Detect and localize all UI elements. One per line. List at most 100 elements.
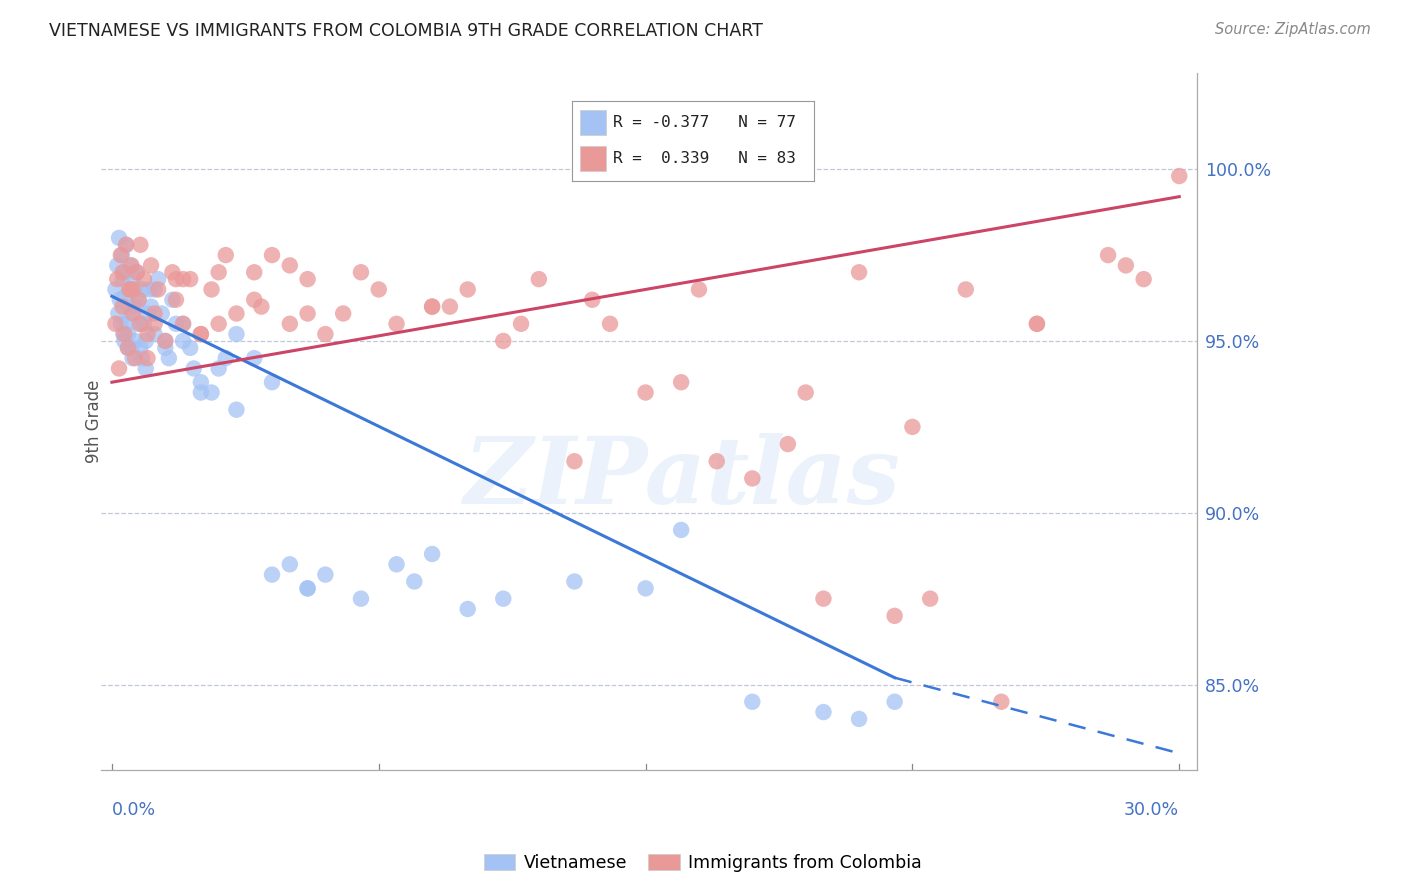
Point: [278, 558, 301, 572]
Point: [118, 282, 141, 296]
Point: [350, 591, 373, 606]
Point: [404, 574, 426, 589]
Point: [314, 567, 336, 582]
Point: [117, 341, 139, 355]
Point: [669, 375, 692, 389]
Point: [920, 591, 942, 606]
Point: [112, 265, 135, 279]
Point: [118, 282, 141, 296]
Legend: Vietnamese, Immigrants from Colombia: Vietnamese, Immigrants from Colombia: [477, 847, 929, 879]
Point: [1115, 259, 1137, 273]
Point: [706, 454, 728, 468]
Point: [297, 272, 319, 286]
Point: [297, 582, 319, 596]
Point: [225, 402, 247, 417]
Point: [492, 591, 515, 606]
Point: [121, 341, 143, 355]
Point: [125, 265, 148, 279]
Point: [243, 293, 266, 307]
Point: [260, 375, 283, 389]
Point: [260, 567, 283, 582]
Point: [215, 248, 238, 262]
Point: [439, 300, 461, 314]
Point: [155, 334, 177, 348]
Point: [1132, 272, 1154, 286]
Point: [243, 265, 266, 279]
Point: [131, 282, 153, 296]
Point: [510, 317, 533, 331]
Point: [150, 306, 173, 320]
Point: [138, 282, 160, 296]
Point: [128, 293, 150, 307]
Point: [955, 282, 977, 296]
Point: [104, 282, 127, 296]
Point: [155, 341, 177, 355]
Point: [146, 282, 169, 296]
Point: [115, 317, 138, 331]
Point: [297, 306, 319, 320]
Point: [457, 602, 479, 616]
Point: [104, 317, 127, 331]
Point: [121, 351, 143, 366]
Point: [634, 385, 657, 400]
Point: [420, 300, 443, 314]
Point: [200, 282, 222, 296]
Point: [162, 293, 184, 307]
Point: [813, 705, 835, 719]
Point: [122, 272, 145, 286]
Point: [136, 306, 159, 320]
Point: [110, 248, 132, 262]
Point: [634, 582, 657, 596]
Point: [108, 293, 131, 307]
Point: [599, 317, 621, 331]
Point: [112, 327, 135, 342]
Point: [776, 437, 799, 451]
Point: [112, 334, 135, 348]
Point: [1097, 248, 1119, 262]
Point: [190, 385, 212, 400]
Point: [350, 265, 373, 279]
Point: [131, 351, 153, 366]
Point: [208, 265, 231, 279]
Point: [135, 361, 157, 376]
Point: [297, 582, 319, 596]
Text: Source: ZipAtlas.com: Source: ZipAtlas.com: [1215, 22, 1371, 37]
Point: [124, 300, 146, 314]
Point: [179, 341, 201, 355]
Point: [1026, 317, 1049, 331]
Point: [564, 454, 586, 468]
Point: [883, 608, 905, 623]
Point: [155, 334, 177, 348]
Text: 30.0%: 30.0%: [1125, 801, 1180, 819]
Y-axis label: 9th Grade: 9th Grade: [86, 380, 103, 464]
Point: [260, 248, 283, 262]
Point: [172, 334, 194, 348]
Point: [146, 272, 169, 286]
Point: [420, 300, 443, 314]
Point: [165, 272, 187, 286]
Point: [243, 351, 266, 366]
Point: [564, 574, 586, 589]
Point: [129, 237, 152, 252]
Text: VIETNAMESE VS IMMIGRANTS FROM COLOMBIA 9TH GRADE CORRELATION CHART: VIETNAMESE VS IMMIGRANTS FROM COLOMBIA 9…: [49, 22, 763, 40]
Point: [848, 265, 870, 279]
Point: [129, 341, 152, 355]
Point: [848, 712, 870, 726]
Point: [128, 317, 150, 331]
Point: [120, 259, 142, 273]
Point: [132, 272, 155, 286]
Point: [1026, 317, 1049, 331]
Point: [162, 265, 184, 279]
Point: [121, 259, 143, 273]
Point: [129, 317, 152, 331]
Point: [108, 231, 131, 245]
Point: [132, 317, 155, 331]
Text: ZIPatlas: ZIPatlas: [464, 433, 900, 523]
Point: [688, 282, 710, 296]
Point: [115, 237, 138, 252]
Point: [105, 272, 128, 286]
Point: [122, 282, 145, 296]
Point: [143, 317, 166, 331]
Point: [172, 317, 194, 331]
Point: [190, 375, 212, 389]
